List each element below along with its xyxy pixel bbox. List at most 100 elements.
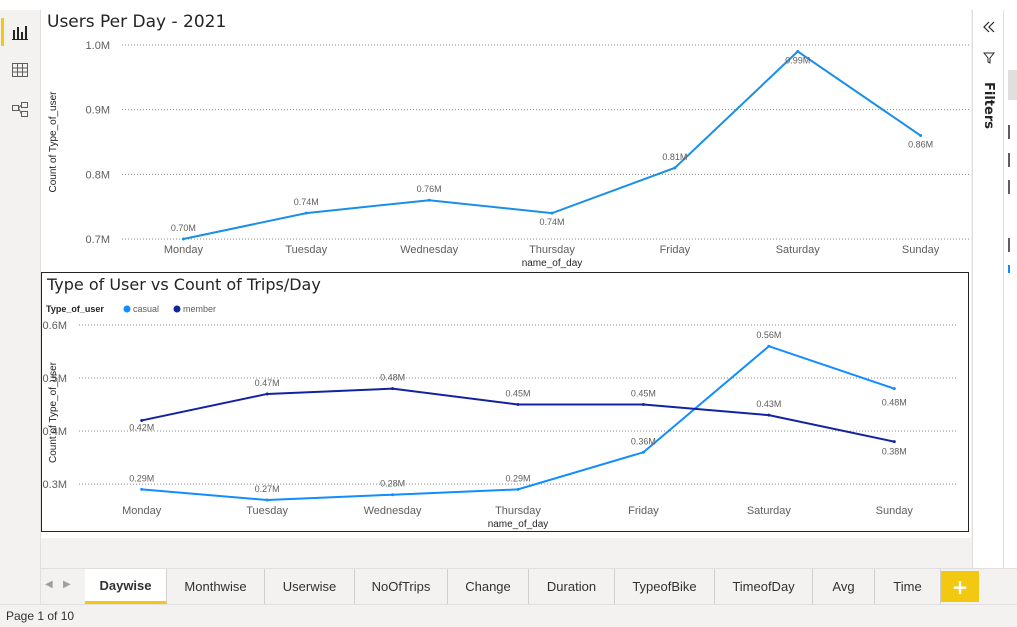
data-point <box>265 498 269 502</box>
pane-item-marker <box>1008 180 1010 194</box>
tab-change[interactable]: Change <box>448 569 529 604</box>
x-tick-label: Friday <box>660 244 691 256</box>
y-tick-label: 0.9M <box>86 105 110 117</box>
tab-timeofday[interactable]: TimeofDay <box>715 569 813 604</box>
data-label: 0.81M <box>662 152 687 162</box>
data-point <box>391 387 395 391</box>
users-per-day-plot: 1.0M 0.9M 0.8M 0.7M Monday Tuesday Wednesday Th… <box>48 40 970 269</box>
tab-daywise[interactable]: Daywise <box>85 569 167 604</box>
data-view-button[interactable] <box>4 56 36 84</box>
data-point <box>140 418 144 422</box>
data-point <box>550 211 554 215</box>
x-axis-title: name_of_day <box>488 519 549 530</box>
legend-marker <box>173 305 181 313</box>
x-tick-label: Saturday <box>747 505 792 517</box>
series-line-users <box>183 50 922 240</box>
pane-item-marker <box>1008 265 1010 273</box>
y-tick-label: 0.3M <box>43 479 67 491</box>
model-view-button[interactable] <box>4 96 36 124</box>
model-icon <box>12 102 28 117</box>
x-tick-label: Monday <box>164 244 204 256</box>
tab-avg[interactable]: Avg <box>813 569 875 604</box>
tab-duration[interactable]: Duration <box>529 569 615 604</box>
y-axis-title: Count of Type_of_user <box>48 91 59 193</box>
report-view-button[interactable] <box>1 18 36 46</box>
x-tick-label: Thursday <box>529 244 575 256</box>
tab-noofftrips[interactable]: NoOfTrips <box>355 569 448 604</box>
legend-item: casual <box>133 304 159 314</box>
data-label: 0.28M <box>380 479 405 489</box>
x-tick-label: Wednesday <box>364 505 422 517</box>
data-label: 0.38M <box>882 447 907 457</box>
data-label: 0.47M <box>255 378 280 388</box>
data-label: 0.74M <box>294 197 319 207</box>
tab-time[interactable]: Time <box>875 569 941 604</box>
y-tick-label: 0.4M <box>43 426 67 438</box>
tab-userwise[interactable]: Userwise <box>265 569 355 604</box>
data-label: 0.29M <box>129 473 154 483</box>
y-tick-label: 0.8M <box>86 169 110 181</box>
data-point <box>673 166 677 170</box>
legend-item: member <box>183 304 216 314</box>
chart-title: Users Per Day - 2021 <box>47 12 227 32</box>
legend-marker <box>123 305 131 313</box>
data-point <box>516 487 520 491</box>
user-type-trips-chart[interactable]: Type of User vs Count of Trips/Day 0.6M 0… <box>41 272 969 532</box>
page-tab-bar: ◀ ▶ Daywise Monthwise Userwise NoOfTrips… <box>41 568 1017 605</box>
y-tick-label: 0.5M <box>43 373 67 385</box>
data-point <box>892 387 896 391</box>
data-point <box>796 49 800 53</box>
collapse-chevrons-icon[interactable] <box>982 20 996 34</box>
data-point <box>304 211 308 215</box>
table-icon <box>12 63 28 77</box>
data-label: 0.99M <box>785 55 810 65</box>
data-label: 0.27M <box>255 484 280 494</box>
data-point <box>140 487 144 491</box>
x-tick-label: Tuesday <box>246 505 288 517</box>
data-label: 0.74M <box>539 217 564 227</box>
x-tick-label: Monday <box>122 505 162 517</box>
data-label: 0.43M <box>756 399 781 409</box>
add-page-button[interactable]: + <box>941 571 979 602</box>
data-point <box>892 440 896 444</box>
y-tick-label: 0.7M <box>86 234 110 246</box>
data-label: 0.45M <box>631 389 656 399</box>
data-label: 0.42M <box>129 422 154 432</box>
pane-item-marker <box>1008 125 1010 139</box>
data-label: 0.56M <box>756 330 781 340</box>
report-canvas: Users Per Day - 2021 1.0M 0.9M 0.8M 0.7M Mon… <box>41 10 971 538</box>
data-label: 0.48M <box>380 373 405 383</box>
data-label: 0.70M <box>171 223 196 233</box>
data-label: 0.36M <box>631 436 656 446</box>
x-tick-label: Saturday <box>776 244 821 256</box>
page-indicator: Page 1 of 10 <box>6 609 75 623</box>
filters-label: Filters <box>981 82 996 129</box>
scroll-left-icon[interactable]: ◀ <box>45 579 53 590</box>
bar-chart-icon <box>12 26 28 40</box>
tab-monthwise[interactable]: Monthwise <box>167 569 265 604</box>
scroll-right-icon[interactable]: ▶ <box>63 579 71 590</box>
data-point <box>427 198 431 202</box>
data-point <box>181 237 185 241</box>
data-point <box>767 344 771 348</box>
y-axis-title: Count of Type_of_user <box>48 361 59 463</box>
visualizations-pane <box>1003 10 1017 604</box>
filter-funnel-icon <box>983 52 995 64</box>
data-point <box>265 392 269 396</box>
status-bar: Page 1 of 10 <box>0 604 1017 627</box>
pane-item-marker <box>1008 238 1010 252</box>
chart-title: Type of User vs Count of Trips/Day <box>47 275 321 294</box>
data-point <box>767 413 771 417</box>
data-label: 0.29M <box>505 473 530 483</box>
tab-typeofbike[interactable]: TypeofBike <box>615 569 715 604</box>
x-tick-label: Wednesday <box>400 244 458 256</box>
data-point <box>516 403 520 407</box>
filters-pane[interactable]: Filters <box>972 10 1003 604</box>
users-per-day-chart[interactable]: Users Per Day - 2021 1.0M 0.9M 0.8M 0.7M Mon… <box>42 10 970 270</box>
data-label: 0.45M <box>505 389 530 399</box>
y-tick-label: 0.6M <box>43 320 67 332</box>
data-point <box>391 493 395 497</box>
x-tick-label: Friday <box>628 505 659 517</box>
x-axis-title: name_of_day <box>522 258 583 269</box>
data-label: 0.86M <box>908 140 933 150</box>
